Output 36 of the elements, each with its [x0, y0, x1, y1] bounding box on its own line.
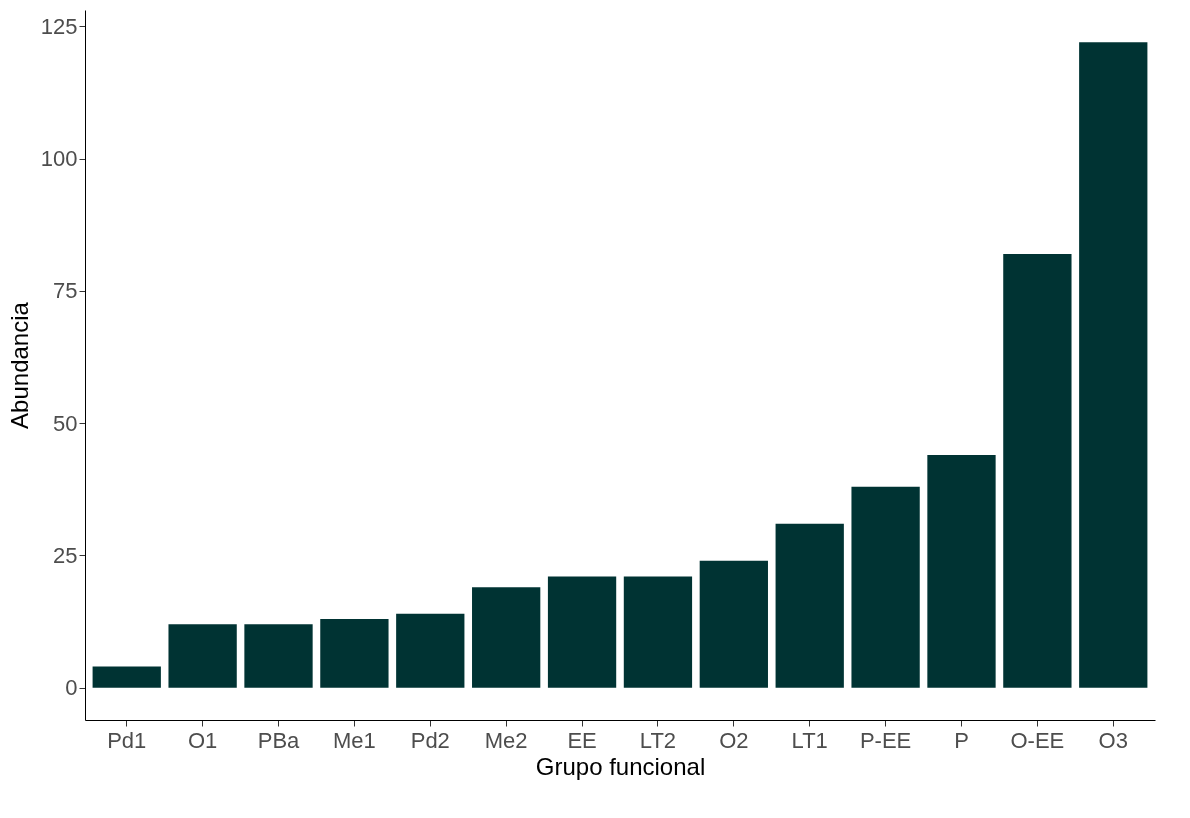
x-tick-label: O1 — [187, 727, 218, 753]
x-tick-label: Me2 — [484, 727, 528, 753]
x-tick-label: LT1 — [791, 727, 828, 753]
y-tick-label: 100 — [40, 146, 78, 172]
bar — [472, 587, 541, 688]
y-tick-label: 0 — [65, 675, 78, 701]
bar — [168, 624, 237, 688]
bar — [775, 523, 844, 688]
x-tick-label: EE — [567, 727, 597, 753]
x-tick-label: Me1 — [333, 727, 376, 753]
x-tick-label: Pd2 — [410, 727, 450, 753]
x-tick-label: Pd1 — [107, 727, 147, 753]
bar — [244, 624, 313, 688]
bar — [623, 576, 693, 688]
x-tick-label: O3 — [1098, 727, 1128, 753]
y-tick-label: 125 — [40, 13, 78, 39]
y-tick-label: 75 — [53, 278, 78, 304]
bar — [927, 454, 996, 688]
bar — [396, 613, 465, 688]
x-axis-title: Grupo funcional — [535, 752, 706, 780]
bar — [1003, 253, 1072, 688]
bar — [851, 486, 920, 688]
bar — [320, 618, 389, 688]
x-tick-label: PBa — [257, 727, 301, 753]
bar — [547, 576, 617, 688]
bar — [699, 560, 768, 688]
y-tick-label: 25 — [53, 542, 78, 568]
y-axis-title: Abundancia — [5, 301, 33, 429]
y-tick-label: 50 — [53, 410, 78, 436]
x-tick-label: LT2 — [639, 727, 677, 753]
x-tick-label: O-EE — [1010, 727, 1065, 753]
x-tick-label: P-EE — [859, 727, 912, 753]
x-tick-label: P — [954, 727, 969, 753]
bar — [1079, 42, 1148, 688]
bar — [92, 666, 161, 688]
x-tick-label: O2 — [719, 727, 749, 753]
